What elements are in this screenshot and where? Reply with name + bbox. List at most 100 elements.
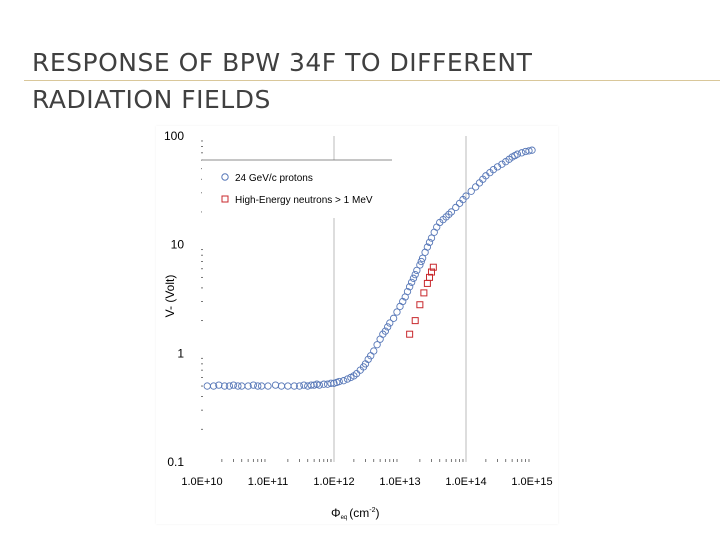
proton-point bbox=[403, 287, 412, 296]
x-axis-title-symbol: Φ bbox=[331, 506, 341, 520]
proton-point bbox=[343, 375, 352, 383]
x-axis-title-unit: (cm bbox=[349, 506, 369, 520]
neutron-point bbox=[429, 263, 437, 271]
proton-point bbox=[307, 381, 315, 389]
legend: 24 GeV/c protons High-Energy neutrons > … bbox=[202, 159, 392, 218]
proton-point bbox=[386, 319, 394, 327]
proton-point bbox=[455, 199, 464, 208]
proton-point bbox=[295, 382, 304, 390]
neutron-point bbox=[406, 330, 414, 338]
proton-point bbox=[462, 192, 470, 200]
x-tick-label: 1.0E+14 bbox=[445, 476, 486, 488]
legend-neutron-label: High-Energy neutrons > 1 MeV bbox=[235, 195, 373, 206]
chart-figure: 0.1 1 10 100 1.0E+10 1.0E+11 1.0E+12 1.0E+13 1.0… bbox=[156, 126, 558, 524]
proton-point bbox=[254, 382, 262, 390]
proton-point bbox=[525, 147, 533, 155]
proton-point bbox=[445, 210, 453, 219]
proton-point bbox=[225, 382, 234, 390]
proton-point bbox=[409, 274, 418, 282]
proton-point bbox=[284, 382, 292, 390]
neutron-point bbox=[426, 273, 434, 281]
chart-svg: 0.1 1 10 100 1.0E+10 1.0E+11 1.0E+12 1.0E+13 1.0… bbox=[163, 129, 553, 521]
proton-point bbox=[405, 283, 414, 291]
x-tick-label: 1.0E+10 bbox=[181, 476, 222, 488]
proton-point bbox=[238, 382, 246, 390]
legend-neutron-marker bbox=[221, 195, 229, 203]
proton-point bbox=[417, 257, 425, 266]
proton-point bbox=[244, 382, 252, 390]
proton-point bbox=[264, 382, 272, 390]
proton-point bbox=[384, 323, 392, 331]
x-tick-label: 1.0E+13 bbox=[379, 476, 420, 488]
proton-point bbox=[300, 381, 308, 389]
marks-layer bbox=[203, 146, 536, 390]
proton-point bbox=[498, 160, 506, 168]
proton-point bbox=[364, 355, 372, 364]
proton-point bbox=[393, 308, 401, 316]
proton-point bbox=[373, 341, 381, 349]
proton-point bbox=[433, 223, 441, 231]
y-tick-label: 10 bbox=[171, 238, 185, 252]
neutron-point bbox=[411, 317, 419, 325]
legend-background bbox=[202, 160, 392, 218]
proton-point bbox=[518, 149, 526, 157]
proton-point bbox=[271, 381, 280, 389]
x-axis-title-close: ) bbox=[376, 506, 380, 520]
proton-point bbox=[399, 297, 407, 306]
proton-point bbox=[234, 382, 242, 390]
proton-point bbox=[290, 382, 298, 390]
proton-point bbox=[471, 183, 480, 191]
proton-point bbox=[381, 327, 390, 335]
legend-proton-marker bbox=[221, 173, 229, 181]
neutron-point bbox=[420, 289, 428, 297]
x-tick-label: 1.0E+11 bbox=[248, 476, 288, 488]
proton-point bbox=[413, 266, 421, 275]
proton-point bbox=[418, 254, 427, 262]
slide-title-line2: RADIATION FIELDS bbox=[32, 85, 271, 114]
y-axis-title: V- (Volt) bbox=[163, 275, 177, 318]
proton-point bbox=[257, 382, 266, 390]
proton-point bbox=[320, 380, 328, 388]
slide-title: RESPONSE OF BPW 34F TO DIFFERENT RADIATI… bbox=[32, 44, 692, 118]
proton-point bbox=[423, 243, 432, 251]
proton-point bbox=[339, 377, 348, 385]
x-tick-label: 1.0E+15 bbox=[511, 476, 552, 488]
proton-point bbox=[370, 347, 378, 355]
proton-point bbox=[315, 381, 324, 389]
proton-point bbox=[528, 146, 536, 154]
proton-point bbox=[475, 179, 484, 187]
slide-title-line1: RESPONSE OF BPW 34F TO DIFFERENT bbox=[32, 48, 533, 77]
proton-point bbox=[425, 238, 434, 247]
tick-layer: 0.1 1 10 100 1.0E+10 1.0E+11 1.0E+12 1.0E+13 1.0… bbox=[164, 129, 553, 488]
proton-point bbox=[203, 382, 211, 390]
proton-point bbox=[327, 379, 335, 387]
proton-point bbox=[467, 187, 475, 195]
y-tick-label: 1 bbox=[177, 346, 184, 360]
x-axis-title: Φeq (cm-2) bbox=[331, 506, 380, 521]
proton-point bbox=[249, 381, 258, 389]
proton-point bbox=[407, 278, 416, 287]
x-axis-title-exponent: -2 bbox=[369, 507, 375, 514]
proton-point bbox=[229, 381, 238, 389]
title-underline bbox=[24, 80, 720, 81]
proton-point bbox=[335, 377, 343, 386]
y-tick-label: 100 bbox=[164, 129, 184, 143]
proton-point bbox=[209, 382, 218, 390]
proton-point bbox=[513, 150, 522, 158]
neutron-point bbox=[416, 301, 424, 309]
neutron-point bbox=[423, 279, 431, 287]
legend-proton-label: 24 GeV/c protons bbox=[235, 173, 313, 184]
neutron-point bbox=[427, 268, 435, 276]
proton-point bbox=[411, 270, 419, 279]
proton-point bbox=[427, 234, 436, 242]
proton-point bbox=[447, 208, 456, 216]
proton-point bbox=[277, 382, 286, 390]
proton-point bbox=[220, 382, 229, 390]
y-tick-label: 0.1 bbox=[167, 455, 184, 469]
x-axis-title-subscript: eq bbox=[341, 515, 348, 521]
x-tick-label: 1.0E+12 bbox=[313, 476, 354, 488]
proton-point bbox=[389, 314, 398, 322]
proton-point bbox=[215, 381, 223, 389]
proton-point bbox=[416, 261, 424, 269]
proton-point bbox=[452, 203, 460, 212]
